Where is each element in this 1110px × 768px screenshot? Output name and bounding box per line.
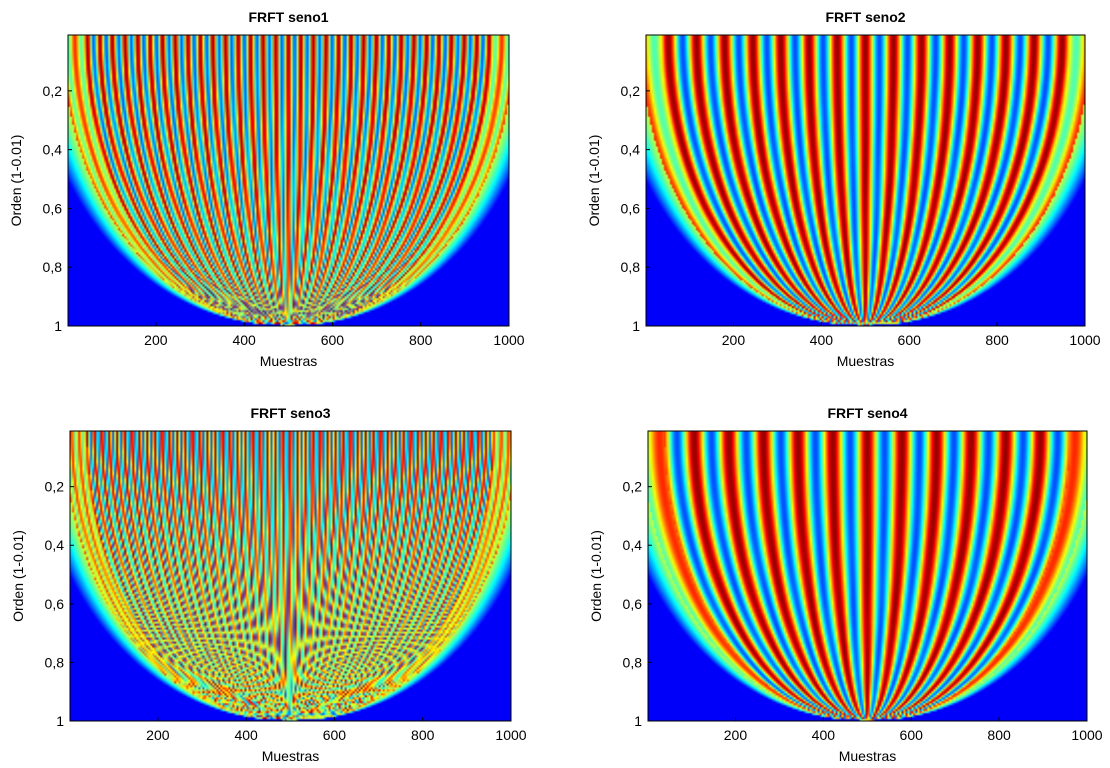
x-axis-label: Muestras	[837, 353, 895, 369]
x-tick-label: 400	[234, 727, 258, 743]
y-tick-label: 1	[632, 318, 640, 334]
x-tick-label: 400	[810, 332, 834, 348]
x-tick-label: 600	[900, 727, 924, 743]
y-axis-label: Orden (1-0.01)	[586, 135, 602, 227]
x-tick-label: 400	[812, 727, 836, 743]
y-tick-label: 0,2	[621, 83, 641, 99]
chart-title: FRFT seno1	[248, 9, 328, 25]
y-tick-label: 0,2	[43, 83, 63, 99]
x-tick-label: 800	[409, 332, 433, 348]
y-tick-label: 0,4	[45, 537, 65, 553]
y-tick-label: 0,2	[623, 479, 643, 495]
x-tick-label: 1000	[493, 332, 524, 348]
y-tick-label: 0,6	[43, 200, 63, 216]
y-tick-label: 0,6	[45, 596, 65, 612]
y-tick-label: 0,6	[621, 200, 641, 216]
x-tick-label: 600	[898, 332, 922, 348]
x-tick-label: 200	[722, 332, 746, 348]
heatmap-image	[70, 431, 511, 721]
y-tick-label: 0,4	[621, 142, 641, 158]
subplot-1: FRFT seno1 200 400 600 800 1000 0,2 0,4 0,6 0,8 1 M…	[8, 9, 525, 369]
x-tick-label: 1000	[1071, 727, 1102, 743]
x-tick-label: 600	[321, 332, 345, 348]
x-axis-label: Muestras	[262, 748, 320, 764]
y-axis-label: Orden (1-0.01)	[8, 135, 24, 227]
chart-title: FRFT seno3	[250, 405, 330, 421]
axes-frame	[67, 34, 510, 327]
subplot-3: FRFT seno3 200 400 600 800 1000 0,2 0,4 0,6 0,8 1 M…	[10, 405, 527, 764]
y-axis-label: Orden (1-0.01)	[10, 530, 26, 622]
y-tick-label: 0,6	[623, 596, 643, 612]
y-tick-label: 0,8	[43, 259, 63, 275]
subplot-4: FRFT seno4 200 400 600 800 1000 0,2 0,4 0,6 0,8 1 M…	[588, 405, 1103, 764]
x-axis-label: Muestras	[260, 353, 318, 369]
y-tick-label: 0,4	[623, 537, 643, 553]
x-tick-label: 200	[146, 727, 170, 743]
y-axis-label: Orden (1-0.01)	[588, 530, 604, 622]
x-tick-label: 200	[144, 332, 168, 348]
subplot-2: FRFT seno2 200 400 600 800 1000 0,2 0,4 0,6 0,8 1 M…	[586, 9, 1101, 369]
x-axis-label: Muestras	[839, 748, 897, 764]
x-tick-label: 800	[987, 727, 1011, 743]
axes-frame	[647, 430, 1088, 722]
x-tick-label: 1000	[1069, 332, 1100, 348]
y-tick-label: 1	[56, 713, 64, 729]
y-tick-label: 0,4	[43, 142, 63, 158]
y-tick-label: 0,8	[621, 259, 641, 275]
x-tick-label: 1000	[495, 727, 526, 743]
x-tick-label: 200	[724, 727, 748, 743]
y-tick-label: 0,8	[45, 654, 65, 670]
chart-title: FRFT seno2	[825, 9, 905, 25]
x-tick-label: 800	[411, 727, 435, 743]
x-tick-label: 400	[232, 332, 256, 348]
heatmap-image	[648, 431, 1087, 721]
x-tick-label: 800	[985, 332, 1009, 348]
y-tick-label: 1	[634, 713, 642, 729]
axes-frame	[645, 34, 1086, 327]
chart-title: FRFT seno4	[827, 405, 907, 421]
heatmap-image	[68, 35, 509, 326]
heatmap-image	[646, 35, 1085, 326]
y-tick-label: 1	[54, 318, 62, 334]
y-tick-label: 0,2	[45, 479, 65, 495]
y-tick-label: 0,8	[623, 654, 643, 670]
x-tick-label: 600	[323, 727, 347, 743]
axes-frame	[69, 430, 512, 722]
